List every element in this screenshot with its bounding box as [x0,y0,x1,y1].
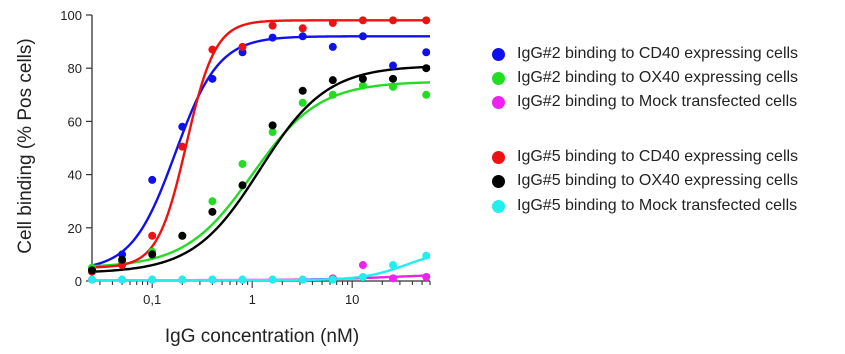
data-point-series-3 [358,261,367,270]
data-point-series-4 [328,18,337,27]
legend-label: IgG#2 binding to CD40 expressing cells [517,45,799,62]
data-point-series-4 [178,142,187,151]
y-axis-label: Cell binding (% Pos cells) [15,38,36,254]
y-tick-label: 80 [68,61,82,76]
legend-marker [492,199,505,213]
data-point-series-1 [328,42,337,51]
data-point-series-5 [358,74,367,83]
legend-item: IgG#5 binding to CD40 expressing cells [492,145,798,169]
data-point-series-4 [148,231,157,240]
x-tick-label: 1 [249,292,256,307]
y-tick-label: 60 [68,114,82,129]
x-tick-label: 10 [345,292,359,307]
data-point-series-3 [422,273,431,282]
data-point-series-6 [389,261,398,270]
data-point-series-6 [238,275,247,284]
y-tick-label: 20 [68,221,82,236]
y-tick-label: 40 [68,168,82,183]
data-point-series-2 [328,90,337,99]
legend-marker [492,95,505,109]
data-point-series-6 [178,275,187,284]
data-point-series-2 [298,98,307,107]
data-point-series-1 [389,61,398,70]
data-point-series-5 [328,76,337,85]
data-point-series-1 [268,33,277,42]
legend-item: IgG#5 binding to OX40 expressing cells [492,169,798,193]
axes: 0 20 40 60 80 100 0,1 1 10 [60,8,431,307]
data-point-series-5 [298,86,307,95]
data-point-series-4 [389,16,398,25]
data-point-series-1 [208,74,217,83]
legend-item: IgG#2 binding to OX40 expressing cells [492,66,798,90]
legend-label: IgG#5 binding to OX40 expressing cells [517,172,799,189]
legend-label: IgG#2 binding to Mock transfected cells [517,93,798,110]
x-tick-label: 0,1 [143,292,161,307]
legend-marker [492,71,505,85]
data-point-series-2 [208,197,217,206]
data-point-series-4 [238,42,247,51]
data-point-series-1 [422,48,431,57]
y-tick-label: 0 [75,274,82,289]
data-point-series-6 [88,275,96,284]
data-point-series-1 [298,32,307,41]
data-point-series-5 [268,121,277,130]
data-point-series-6 [148,275,157,284]
data-point-series-6 [268,275,277,284]
data-point-series-4 [298,24,307,33]
legend-item: IgG#2 binding to CD40 expressing cells [492,42,798,66]
data-point-series-2 [389,82,398,91]
data-points [88,16,431,284]
data-point-series-5 [208,207,217,216]
data-point-series-5 [118,255,127,264]
data-point-series-2 [358,81,367,90]
fit-curve-series-1 [91,35,430,267]
data-point-series-1 [148,175,157,184]
data-point-series-6 [298,275,307,284]
legend-item: IgG#2 binding to Mock transfected cells [492,90,797,114]
legend-marker [492,47,505,61]
data-point-series-5 [389,74,398,83]
data-point-series-2 [268,128,277,137]
data-point-series-4 [358,16,367,25]
data-point-series-6 [208,275,217,284]
fit-curve-series-4 [91,19,430,269]
data-point-series-3 [389,274,398,283]
data-point-series-6 [118,275,127,284]
data-point-series-4 [208,45,217,54]
legend-marker [492,174,505,188]
data-point-series-2 [422,90,431,99]
data-point-series-6 [422,251,431,260]
data-point-series-4 [268,21,277,30]
legend-item: IgG#5 binding to Mock transfected cells [492,194,797,218]
data-point-series-5 [178,231,187,240]
data-point-series-4 [422,16,431,25]
data-point-series-5 [238,181,247,190]
fit-curve-series-5 [91,65,431,273]
data-point-series-1 [358,32,367,41]
data-point-series-6 [358,273,367,282]
data-point-series-1 [178,122,187,131]
legend-label: IgG#5 binding to Mock transfected cells [517,197,798,214]
data-point-series-2 [238,159,247,168]
legend-marker [492,150,505,164]
x-axis-label: IgG concentration (nM) [164,326,360,347]
legend-label: IgG#2 binding to OX40 expressing cells [517,69,799,86]
fit-curve-series-2 [91,81,431,268]
data-point-series-6 [328,275,337,284]
legend-label: IgG#5 binding to CD40 expressing cells [517,148,799,165]
data-point-series-5 [88,266,96,275]
data-point-series-5 [422,64,431,73]
data-point-series-5 [148,250,157,259]
fit-curves [91,19,431,282]
y-tick-label: 100 [60,8,82,23]
